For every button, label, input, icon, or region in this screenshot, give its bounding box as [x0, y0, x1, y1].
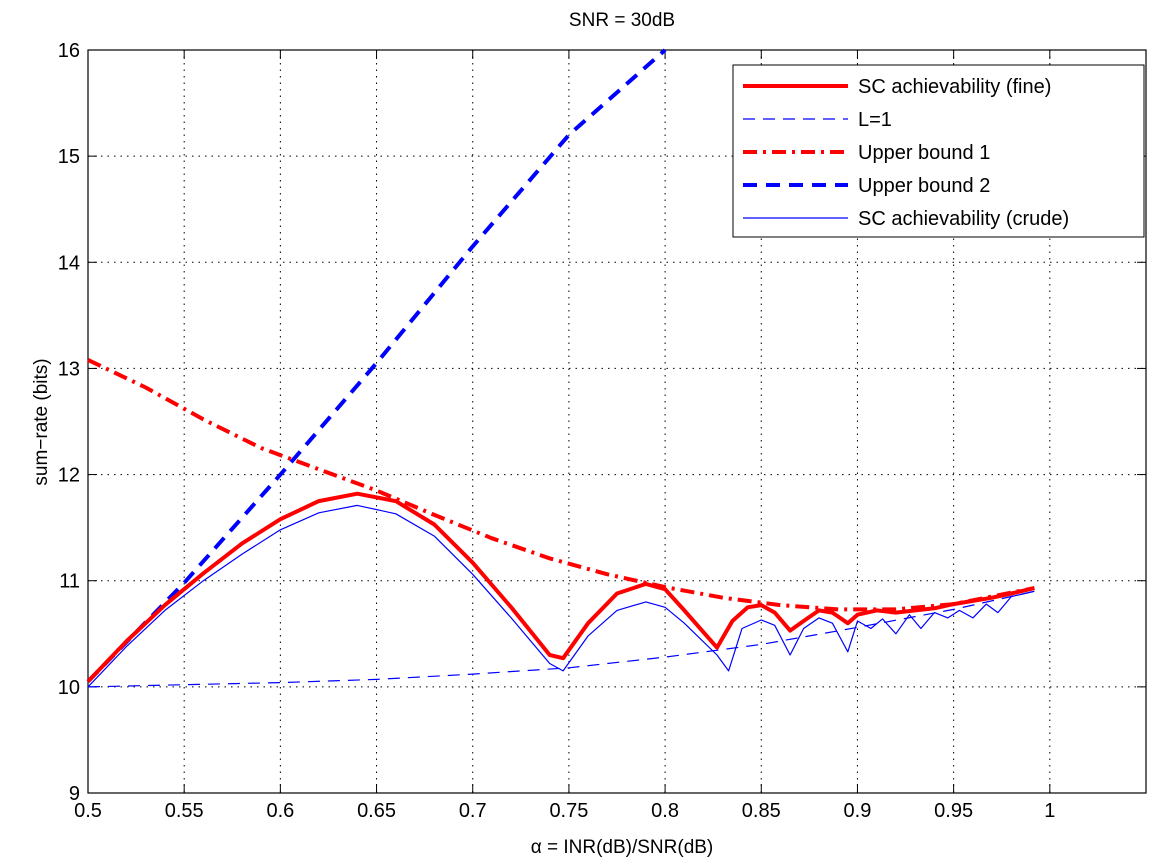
- x-axis-label: α = INR(dB)/SNR(dB): [531, 837, 714, 858]
- y-axis-label: sum−rate (bits): [31, 358, 52, 485]
- x-tick-label: 0.6: [266, 800, 294, 822]
- chart-title: SNR = 30dB: [569, 10, 675, 31]
- y-tick-label: 15: [58, 146, 80, 168]
- x-tick-label: 0.9: [844, 800, 872, 822]
- legend-label: L=1: [858, 109, 892, 131]
- legend-label: SC achievability (crude): [858, 208, 1069, 230]
- y-tick-label: 11: [59, 571, 80, 593]
- x-tick-label: 0.85: [742, 800, 781, 822]
- series-line-1: [87, 590, 1035, 688]
- x-tick-label: 0.75: [549, 800, 588, 822]
- axis-ticks: 0.5 0.55 0.6 0.65 0.7 0.75 0.8 0.85 0.9 0.95 19101…: [58, 40, 1146, 822]
- x-tick-label: 0.5: [74, 800, 102, 822]
- x-tick-label: 0.7: [459, 800, 487, 822]
- legend-label: Upper bound 2: [858, 175, 990, 197]
- x-tick-label: 0.55: [165, 800, 204, 822]
- x-tick-label: 0.8: [651, 800, 679, 822]
- series-line-2: [87, 358, 1035, 612]
- plot-frame: [87, 49, 1147, 794]
- y-tick-label: 12: [58, 465, 80, 487]
- y-tick-label: 9: [69, 783, 80, 805]
- series-group: [86, 48, 1035, 688]
- legend-label: SC achievability (fine): [858, 76, 1051, 98]
- series-line-4: [87, 504, 1035, 688]
- y-tick-label: 10: [58, 677, 80, 699]
- y-tick-label: 13: [58, 358, 80, 380]
- legend-label: Upper bound 1: [858, 142, 990, 164]
- y-tick-label: 16: [58, 40, 80, 62]
- x-tick-label: 0.95: [934, 800, 973, 822]
- y-tick-label: 14: [58, 252, 80, 274]
- series-line-0: [86, 491, 1035, 683]
- legend: SC achievability (fine) L=1 Upper bound 1 U…: [732, 64, 1145, 238]
- x-tick-label: 0.65: [357, 800, 396, 822]
- x-tick-label: 1: [1044, 800, 1055, 822]
